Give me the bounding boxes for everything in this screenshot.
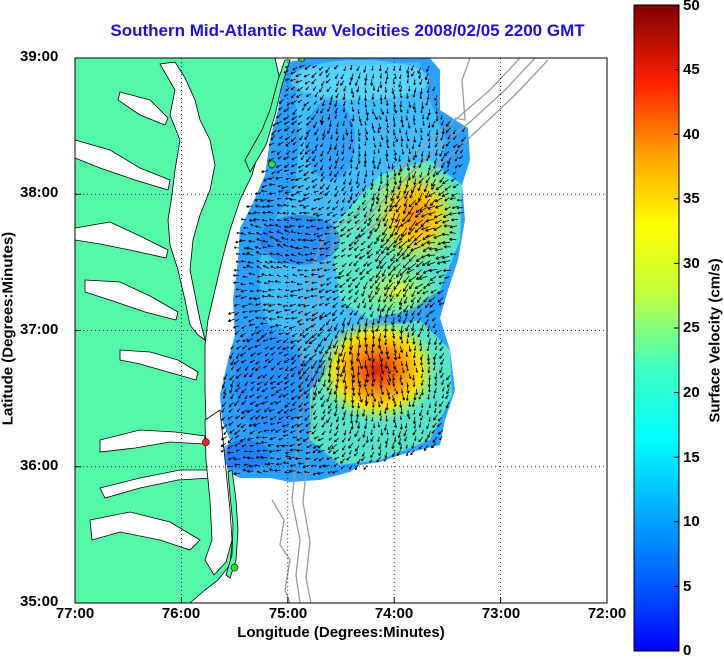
y-tick-label: 38:00 (20, 184, 59, 201)
velocity-arrow-set (220, 64, 466, 476)
y-tick-label: 39:00 (20, 48, 59, 65)
colorbar-tick-label: 25 (683, 319, 700, 336)
x-tick-label: 76:00 (161, 605, 201, 622)
colorbar-tick-label: 0 (683, 642, 692, 659)
y-tick-label: 36:00 (20, 457, 59, 474)
radar-station-marker (230, 563, 239, 572)
colorbar-tick-label: 15 (683, 449, 700, 466)
colorbar-tick-label: 45 (683, 61, 700, 78)
x-axis-label: Longitude (Degrees:Minutes) (237, 624, 445, 641)
map-title: Southern Mid-Atlantic Raw Velocities 200… (110, 21, 585, 40)
colorbar-tick-label: 30 (683, 255, 700, 272)
y-axis-label: Latitude (Degrees:Minutes) (0, 231, 17, 426)
radar-stations (202, 58, 306, 572)
gridlines (75, 58, 607, 603)
velocity-field (220, 58, 470, 482)
colorbar-label: Surface Velocity (cm/s) (706, 258, 724, 423)
radar-station-marker (202, 438, 210, 447)
colorbar-ticks (674, 69, 679, 587)
radar-station-marker (268, 160, 276, 169)
x-tick-label: 77:00 (55, 605, 95, 622)
axis-ticks (75, 193, 502, 603)
x-tick-label: 74:00 (374, 605, 414, 622)
bathymetry-contours (271, 58, 549, 603)
colorbar-tick-label: 20 (683, 384, 700, 401)
x-tick-label: 72:00 (587, 605, 627, 622)
colorbar-tick-label: 40 (683, 126, 700, 143)
colorbar-tick-label: 10 (683, 513, 700, 530)
y-tick-label: 37:00 (20, 321, 59, 338)
colorbar-tick-label: 50 (683, 0, 700, 14)
y-tick-label: 35:00 (20, 593, 59, 610)
velocity-vectors (220, 64, 466, 476)
land-mass (75, 58, 291, 603)
x-tick-label: 73:00 (481, 605, 521, 622)
radar-station-marker (297, 58, 306, 62)
x-tick-label: 75:00 (268, 605, 308, 622)
colorbar (633, 4, 680, 652)
colorbar-tick-label: 35 (683, 190, 700, 207)
colorbar-tick-label: 5 (683, 578, 692, 595)
